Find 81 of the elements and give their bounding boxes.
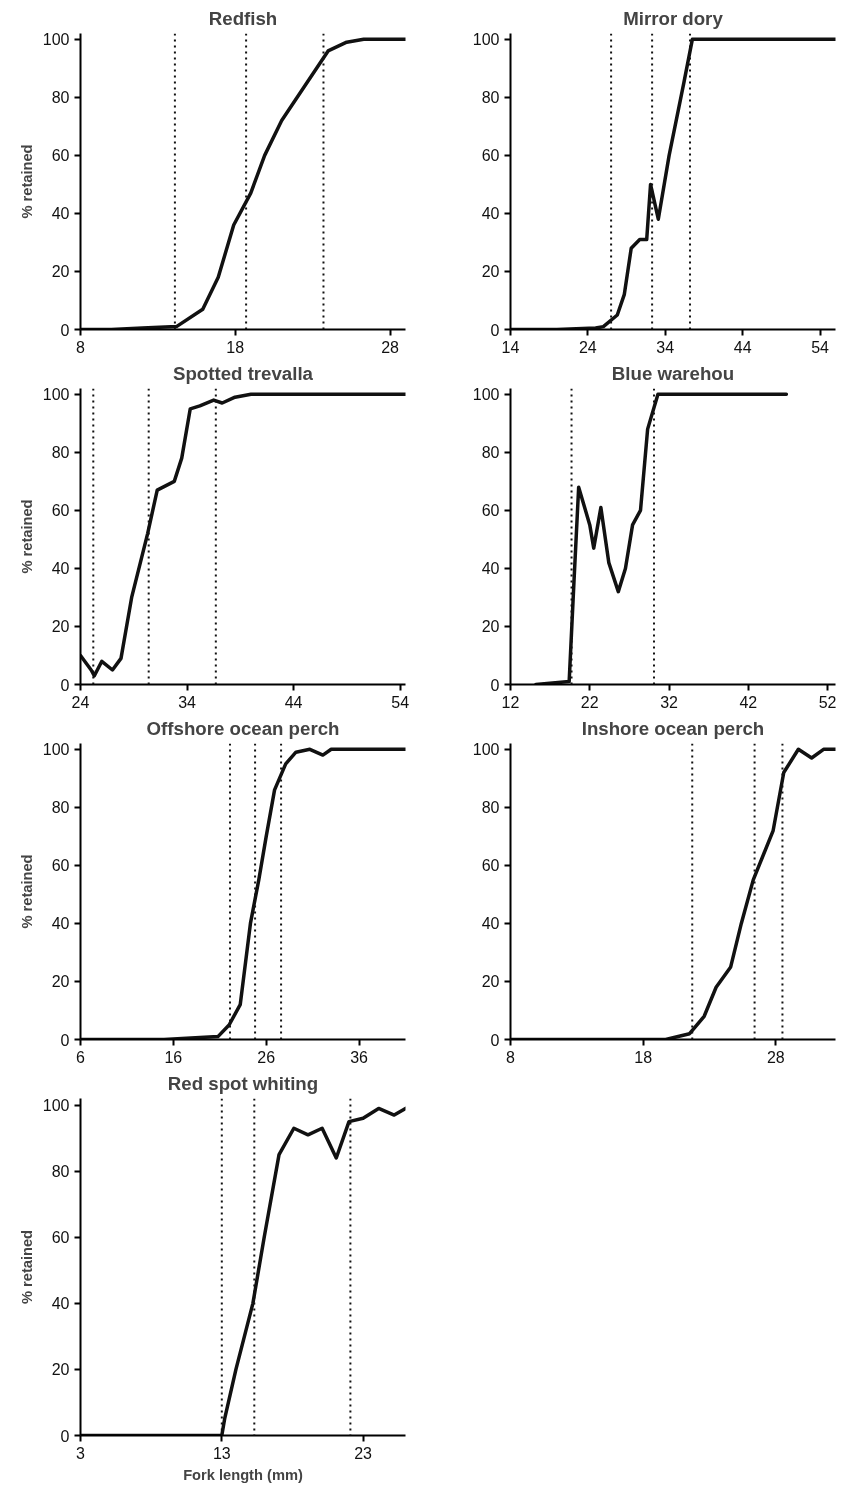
- x-tick-label: 24: [71, 693, 90, 711]
- y-tick-label: 40: [51, 915, 70, 933]
- x-tick-label: 28: [766, 1048, 785, 1066]
- x-axis-title: Fork length (mm): [183, 1466, 303, 1483]
- x-tick-label: 44: [733, 338, 752, 356]
- x-tick-label: 54: [391, 693, 410, 711]
- y-tick-label: 100: [42, 741, 70, 759]
- x-tick-label: 36: [350, 1048, 369, 1066]
- chart-title: Offshore ocean perch: [146, 717, 340, 739]
- x-tick-label: 34: [178, 693, 197, 711]
- y-tick-label: 40: [51, 1295, 70, 1313]
- chart-title: Spotted trevalla: [173, 362, 314, 384]
- x-tick-label: 24: [578, 338, 597, 356]
- x-tick-label: 34: [656, 338, 675, 356]
- y-tick-label: 20: [481, 618, 500, 636]
- y-tick-label: 0: [490, 676, 500, 694]
- x-tick-label: 52: [818, 693, 837, 711]
- y-tick-label: 60: [481, 147, 500, 165]
- y-tick-label: 0: [490, 1031, 500, 1049]
- x-tick-label: 32: [660, 693, 679, 711]
- y-tick-label: 0: [60, 1427, 70, 1445]
- x-tick-label: 3: [76, 1444, 86, 1462]
- x-tick-label: 18: [226, 338, 245, 356]
- x-tick-label: 22: [580, 693, 599, 711]
- x-tick-label: 14: [501, 338, 520, 356]
- x-tick-label: 42: [739, 693, 758, 711]
- y-tick-label: 80: [481, 799, 500, 817]
- y-tick-label: 40: [51, 205, 70, 223]
- y-tick-label: 0: [490, 321, 500, 339]
- chart-title: Mirror dory: [623, 7, 724, 29]
- y-tick-label: 80: [51, 1163, 70, 1181]
- y-tick-label: 80: [481, 89, 500, 107]
- y-tick-label: 100: [472, 741, 500, 759]
- y-tick-label: 40: [481, 205, 500, 223]
- y-tick-label: 100: [472, 386, 500, 404]
- y-tick-label: 80: [51, 799, 70, 817]
- y-tick-label: 40: [481, 915, 500, 933]
- y-tick-label: 20: [481, 973, 500, 991]
- x-tick-label: 13: [212, 1444, 231, 1462]
- y-tick-label: 80: [481, 444, 500, 462]
- chart-title: Red spot whiting: [167, 1072, 319, 1094]
- x-tick-label: 6: [76, 1048, 86, 1066]
- y-tick-label: 60: [481, 502, 500, 520]
- y-axis-title: % retained: [18, 854, 35, 929]
- y-tick-label: 80: [51, 89, 70, 107]
- y-tick-label: 100: [42, 386, 70, 404]
- y-axis-title: % retained: [18, 1229, 35, 1305]
- x-tick-label: 12: [501, 693, 520, 711]
- x-tick-label: 28: [381, 338, 400, 356]
- y-tick-label: 20: [51, 263, 70, 281]
- y-tick-label: 0: [60, 676, 70, 694]
- y-tick-label: 40: [481, 560, 500, 578]
- y-tick-label: 20: [51, 1361, 70, 1379]
- x-tick-label: 16: [164, 1048, 183, 1066]
- y-tick-label: 20: [51, 973, 70, 991]
- x-tick-label: 23: [354, 1444, 373, 1462]
- y-tick-label: 0: [60, 321, 70, 339]
- chart-title: Inshore ocean perch: [581, 717, 765, 739]
- y-axis-title: % retained: [18, 144, 35, 219]
- x-tick-label: 26: [257, 1048, 276, 1066]
- y-tick-label: 0: [60, 1031, 70, 1049]
- y-tick-label: 40: [51, 560, 70, 578]
- x-tick-label: 54: [811, 338, 830, 356]
- y-tick-label: 60: [51, 147, 70, 165]
- y-tick-label: 100: [472, 31, 500, 49]
- x-tick-label: 18: [634, 1048, 653, 1066]
- y-tick-label: 60: [51, 502, 70, 520]
- chart-title: Blue warehou: [611, 362, 735, 384]
- x-tick-label: 44: [284, 693, 303, 711]
- y-tick-label: 60: [481, 857, 500, 875]
- y-tick-label: 60: [51, 857, 70, 875]
- y-tick-label: 20: [51, 618, 70, 636]
- y-tick-label: 60: [51, 1229, 70, 1247]
- y-tick-label: 100: [42, 31, 70, 49]
- y-tick-label: 20: [481, 263, 500, 281]
- y-tick-label: 100: [42, 1097, 70, 1115]
- y-axis-title: % retained: [18, 499, 35, 574]
- chart-title: Redfish: [208, 7, 278, 29]
- x-tick-label: 8: [506, 1048, 516, 1066]
- x-tick-label: 8: [76, 338, 86, 356]
- y-tick-label: 80: [51, 444, 70, 462]
